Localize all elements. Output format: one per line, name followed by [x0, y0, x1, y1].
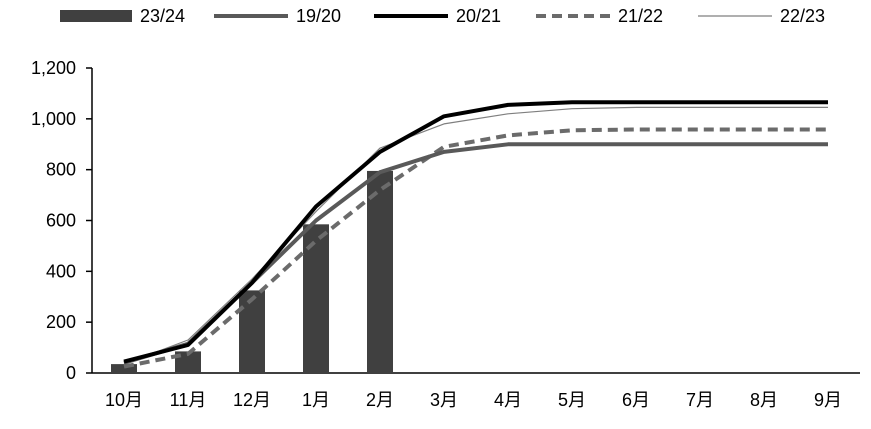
bar-23/24-12月 [239, 290, 265, 373]
x-tick-label: 1月 [302, 390, 330, 410]
y-tick-label: 1,000 [31, 109, 76, 129]
legend-label-21/22: 21/22 [618, 6, 663, 26]
line-19/20 [123, 142, 828, 365]
y-tick-label: 400 [46, 261, 76, 281]
bar-23/24-10月 [111, 364, 137, 373]
x-tick-label: 8月 [750, 390, 778, 410]
bar-series [111, 170, 393, 373]
x-tick-label: 10月 [105, 390, 143, 410]
x-tick-label: 11月 [170, 390, 207, 410]
bar-23/24-11月 [175, 351, 201, 373]
x-tick-label: 3月 [430, 390, 458, 410]
line-series [123, 100, 828, 369]
x-tick-label: 4月 [494, 390, 522, 410]
y-tick-label: 0 [66, 363, 76, 383]
y-tick-label: 600 [46, 211, 76, 231]
x-tick-label: 2月 [366, 390, 394, 410]
x-tick-label: 7月 [686, 390, 714, 410]
x-tick-label: 12月 [233, 390, 271, 410]
line-21/22 [123, 127, 828, 369]
legend-label-20/21: 20/21 [456, 6, 501, 26]
legend-swatch-23/24 [60, 10, 132, 22]
axes: 0 200 400 600 800 1,000 1,200 10月 11月 12月 1月 2月 3月 4月… [31, 58, 860, 410]
y-tick-label: 800 [46, 160, 76, 180]
y-tick-label: 200 [46, 312, 76, 332]
x-tick-label: 5月 [558, 390, 586, 410]
legend-label-23/24: 23/24 [140, 6, 185, 26]
legend-label-19/20: 19/20 [296, 6, 341, 26]
legend: 23/24 19/20 20/21 21/22 22/23 [60, 6, 825, 26]
x-tick-label: 9月 [814, 390, 842, 410]
y-tick-label: 1,200 [31, 58, 76, 78]
legend-label-22/23: 22/23 [780, 6, 825, 26]
bar-23/24-2月 [367, 170, 393, 373]
line-22/23 [123, 106, 828, 365]
x-tick-label: 6月 [622, 390, 650, 410]
line-20/21 [123, 100, 828, 364]
